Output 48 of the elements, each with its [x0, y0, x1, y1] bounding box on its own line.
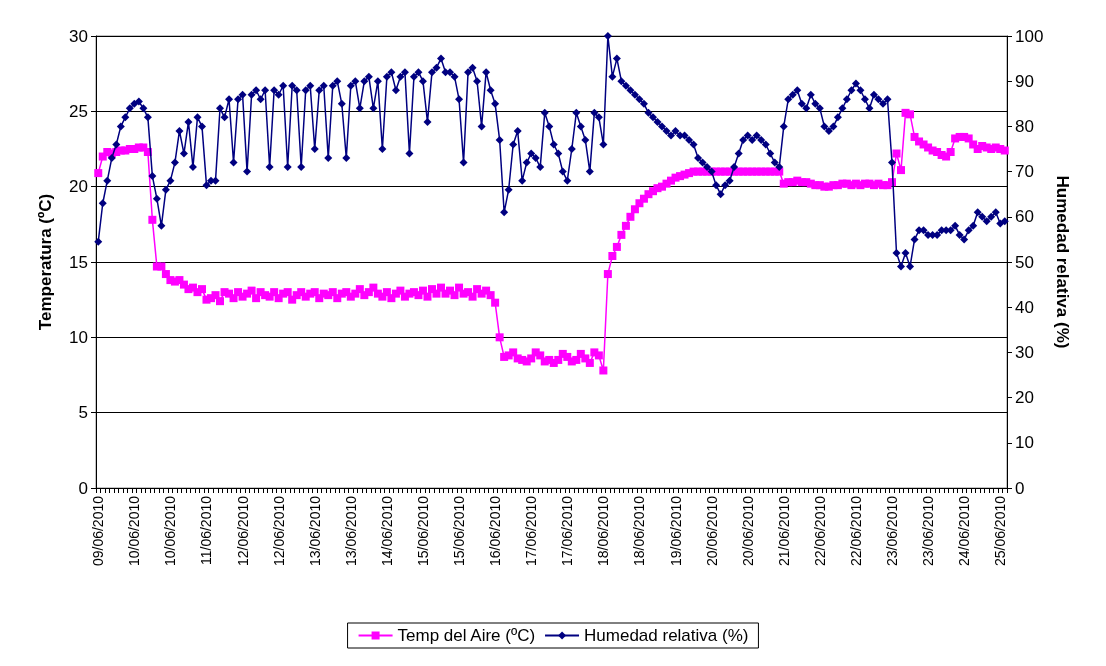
- x-tick-label: 13/06/2010: [306, 495, 323, 567]
- y-axis-title: Temperatura (ºC): [36, 193, 55, 331]
- x-tick-label: 10/06/2010: [162, 495, 179, 567]
- y2-tick-label: 30: [1015, 342, 1034, 362]
- x-tick-label: 24/06/2010: [956, 495, 973, 567]
- x-tick-label: 12/06/2010: [234, 495, 251, 567]
- x-tick-label: 13/06/2010: [342, 495, 359, 567]
- y2-tick-label: 50: [1015, 252, 1034, 272]
- y-tick-label: 20: [69, 177, 88, 197]
- y2-tick-label: 80: [1015, 116, 1034, 136]
- x-tick-label: 25/06/2010: [992, 495, 1009, 567]
- y-tick-label: 25: [69, 101, 88, 121]
- x-tick-label: 20/06/2010: [703, 495, 720, 567]
- x-tick-label: 22/06/2010: [811, 495, 828, 567]
- x-tick-label: 18/06/2010: [595, 495, 612, 567]
- y-tick-label: 10: [69, 327, 88, 347]
- x-tick-label: 14/06/2010: [378, 495, 395, 567]
- y2-axis-title: Humedad relativa (%): [1053, 175, 1073, 349]
- x-tick-label: 15/06/2010: [451, 495, 468, 567]
- x-tick-label: 21/06/2010: [775, 495, 792, 567]
- y2-tick-label: 70: [1015, 162, 1034, 182]
- x-tick-label: 18/06/2010: [631, 495, 648, 567]
- x-tick-label: 23/06/2010: [884, 495, 900, 567]
- x-tick-label: 09/06/2010: [90, 495, 107, 567]
- x-tick-label: 17/06/2010: [559, 495, 576, 567]
- legend-label: Humedad relativa (%): [584, 626, 749, 645]
- x-tick-label: 23/06/2010: [920, 495, 937, 567]
- y-tick-label: 30: [69, 26, 88, 46]
- y-tick-label: 0: [78, 478, 88, 498]
- x-tick-label: 10/06/2010: [126, 495, 143, 567]
- y-tick-label: 5: [78, 403, 88, 423]
- legend-label: Temp del Aire (ºC): [397, 626, 536, 645]
- y-tick-label: 15: [69, 252, 88, 272]
- x-tick-label: 20/06/2010: [739, 495, 756, 567]
- x-tick-label: 19/06/2010: [667, 495, 684, 567]
- y2-tick-label: 40: [1015, 297, 1034, 317]
- y2-tick-label: 20: [1015, 388, 1034, 408]
- y2-tick-label: 100: [1015, 26, 1044, 46]
- y2-tick-label: 90: [1015, 71, 1034, 91]
- y2-tick-label: 60: [1015, 207, 1034, 227]
- x-tick-label: 16/06/2010: [487, 495, 504, 567]
- x-tick-label: 22/06/2010: [847, 495, 864, 567]
- y2-tick-label: 0: [1015, 478, 1025, 498]
- x-tick-label: 12/06/2010: [270, 495, 287, 567]
- y2-tick-label: 10: [1015, 433, 1034, 453]
- x-tick-label: 15/06/2010: [414, 495, 431, 567]
- x-tick-label: 11/06/2010: [198, 495, 215, 566]
- x-tick-label: 17/06/2010: [523, 495, 540, 567]
